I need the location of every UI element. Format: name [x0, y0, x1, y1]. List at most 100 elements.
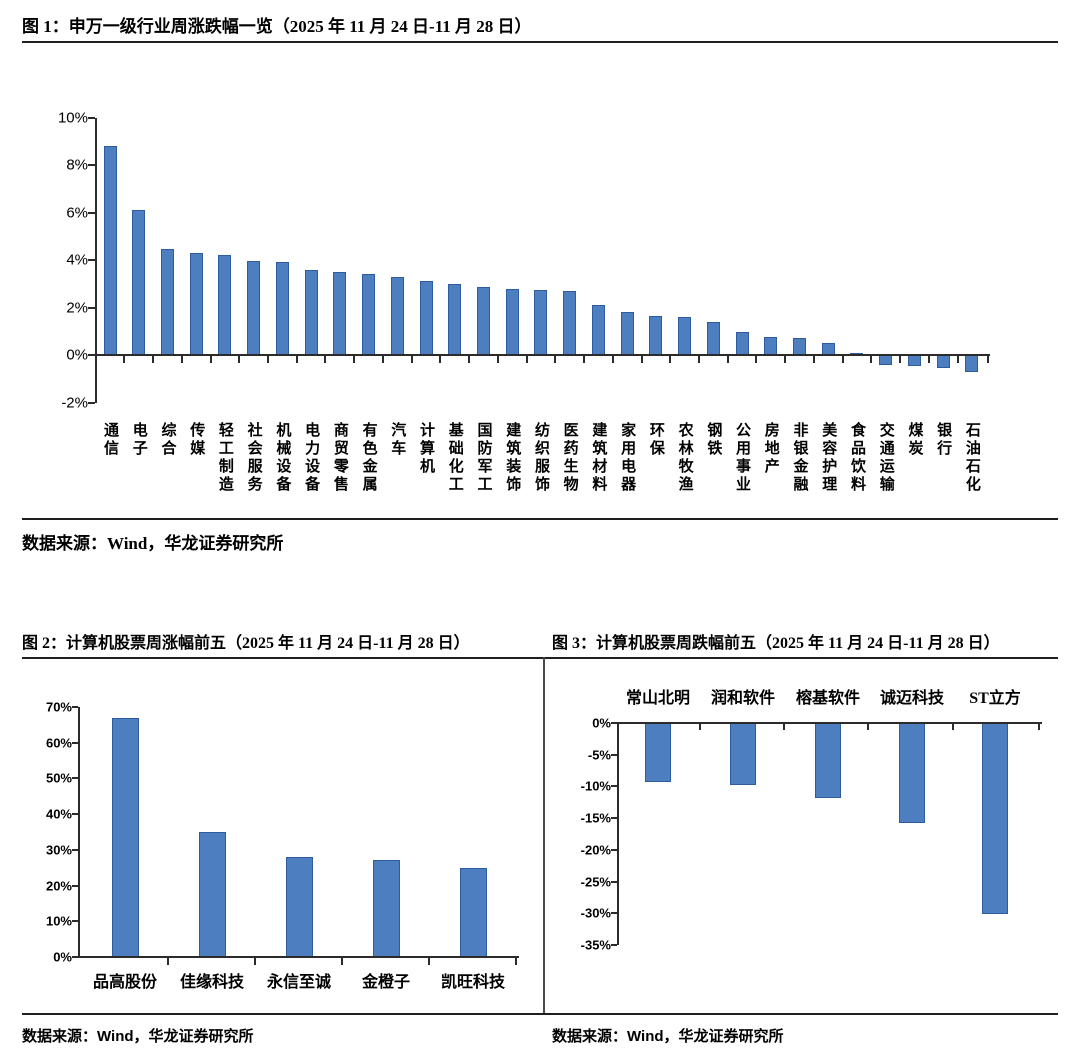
y-tick-label: -5%	[587, 747, 611, 763]
y-axis-tick	[611, 880, 617, 883]
x-axis-tick	[324, 355, 327, 363]
figure3-source: 数据来源：Wind，华龙证券研究所	[552, 1028, 784, 1045]
bar	[111, 717, 139, 957]
x-axis-tick	[952, 723, 954, 730]
x-category-label: 电力设备	[303, 422, 320, 494]
bar	[160, 249, 174, 355]
x-category-label: ST立方	[969, 690, 1021, 707]
x-category-label: 永信至诚	[266, 974, 332, 991]
x-axis-tick	[468, 355, 471, 363]
bar	[764, 337, 778, 355]
y-axis-tick	[72, 741, 78, 744]
bar	[534, 289, 548, 355]
bar	[982, 723, 1008, 915]
bar	[285, 857, 313, 957]
bar	[936, 355, 950, 369]
bar	[649, 315, 663, 355]
bar	[563, 290, 577, 355]
x-axis-tick	[755, 355, 758, 363]
x-axis-tick	[956, 355, 959, 363]
x-category-label: 机械设备	[274, 422, 291, 494]
bar	[730, 723, 756, 786]
y-axis-tick	[611, 943, 617, 946]
figure2-title: 图 2：计算机股票周涨幅前五（2025 年 11 月 24 日-11 月 28 …	[22, 635, 470, 652]
y-axis-line	[78, 707, 80, 957]
x-axis-tick	[784, 355, 787, 363]
figures23-bottom-rule	[22, 1013, 1058, 1015]
x-axis-tick	[640, 355, 643, 363]
y-axis-line	[95, 117, 97, 403]
bar	[247, 261, 261, 355]
x-axis-tick	[123, 355, 126, 363]
y-tick-label: 70%	[45, 699, 72, 715]
x-axis-tick	[669, 355, 672, 363]
x-category-label: 农林牧渔	[676, 422, 693, 494]
y-tick-label: 0%	[66, 346, 88, 364]
y-axis-tick	[611, 912, 617, 915]
x-axis-tick	[410, 355, 413, 363]
x-axis-tick	[697, 355, 700, 363]
y-tick-label: 50%	[45, 770, 72, 786]
x-axis-tick	[254, 957, 256, 965]
x-axis-tick	[353, 355, 356, 363]
y-axis-tick	[72, 884, 78, 887]
figure1-bottom-rule	[22, 518, 1058, 520]
x-axis-tick	[841, 355, 844, 363]
bar	[390, 276, 404, 355]
x-category-label: 钢铁	[705, 422, 722, 458]
y-tick-label: -2%	[61, 394, 88, 411]
figure1-bar-chart: 10% 8% 6% 4% 2% 0% -2% 通信 电子 综合 传媒 轻工制造 社会服务 机械设备 电力设备…	[0, 100, 1080, 518]
x-category-label: 家用电器	[619, 422, 636, 494]
panel-divider	[543, 657, 545, 1015]
x-axis-tick	[152, 355, 155, 363]
x-axis-tick	[726, 355, 729, 363]
x-axis-tick	[927, 355, 930, 363]
x-axis-tick	[525, 355, 528, 363]
x-axis-tick	[870, 355, 873, 363]
x-axis-tick	[341, 957, 343, 965]
bar	[620, 312, 634, 355]
x-category-label: 通信	[102, 422, 118, 458]
x-category-label: 有色金属	[360, 422, 377, 494]
figure3-bar-chart: 0% -5% -10% -15% -20% -25% -30% -35% 常山北明 润和软件 榕基软…	[545, 670, 1080, 1010]
x-category-label: 社会服务	[245, 422, 262, 494]
x-axis-tick	[1038, 723, 1040, 730]
bar	[899, 723, 925, 824]
x-axis-tick	[515, 957, 517, 965]
y-tick-label: -35%	[580, 937, 611, 953]
x-axis-tick	[428, 957, 430, 965]
x-category-label: 榕基软件	[795, 690, 861, 707]
x-axis-tick	[209, 355, 212, 363]
y-axis-tick	[72, 777, 78, 780]
x-category-label: 纺织服饰	[532, 422, 549, 494]
bar	[448, 283, 462, 355]
x-category-label: 国防军工	[475, 422, 492, 494]
y-axis-tick	[88, 116, 95, 119]
x-axis-tick	[699, 723, 701, 730]
x-category-label: 银行	[935, 422, 952, 458]
bar	[505, 288, 519, 355]
bar	[965, 355, 979, 372]
bar	[907, 355, 921, 366]
y-tick-label: 4%	[66, 251, 88, 269]
x-category-label: 建筑材料	[590, 422, 607, 494]
y-axis-tick	[72, 920, 78, 923]
x-axis-tick	[439, 355, 442, 363]
x-axis-tick	[611, 355, 614, 363]
x-category-label: 房地产	[762, 422, 779, 476]
x-axis-tick	[267, 355, 269, 363]
y-tick-label: -25%	[580, 874, 611, 889]
figure2-bar-chart: 70% 60% 50% 40% 30% 20% 10% 0% 品高股份 佳缘科技 永信至诚 金橙子 凯旺…	[0, 670, 543, 1010]
bar	[189, 252, 203, 355]
x-axis-line	[95, 354, 990, 356]
bar	[879, 355, 893, 365]
bar	[706, 321, 720, 355]
bar	[645, 723, 671, 782]
x-axis-tick	[238, 355, 241, 363]
x-axis-line	[617, 722, 1042, 724]
y-axis-tick	[72, 813, 78, 816]
y-axis-tick	[611, 817, 617, 820]
x-category-label: 诚迈科技	[879, 690, 945, 707]
x-category-label: 煤炭	[906, 422, 923, 458]
x-category-label: 建筑装饰	[504, 422, 521, 494]
